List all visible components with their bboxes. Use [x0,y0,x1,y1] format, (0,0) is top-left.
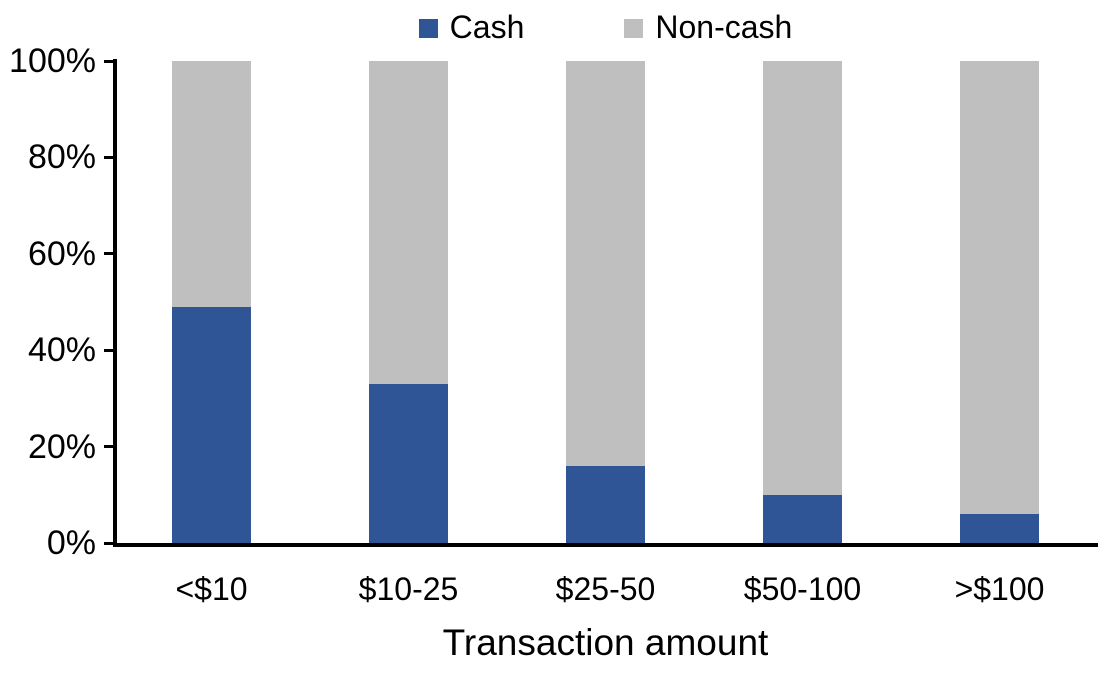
bar-10-non-cash [172,61,251,307]
bar-100-cash [960,514,1039,543]
bar-10-25-non-cash [369,61,448,384]
bar-50-100-cash [763,494,842,543]
bar-10-25-cash [369,383,448,543]
y-axis-tick-80 [104,155,113,159]
x-axis-title: Transaction amount [442,622,769,663]
legend-item-cash: Cash [418,9,525,46]
legend-label-non-cash: Non-cash [655,9,793,46]
legend-swatch-cash [418,18,438,38]
y-axis-tick-60 [104,252,113,256]
y-axis-label-100: 100% [9,42,96,80]
y-axis-label-0: 0% [46,524,96,562]
bar-100-non-cash [960,61,1039,515]
x-category-label-10: <$10 [175,571,248,607]
legend-label-cash: Cash [449,9,525,46]
bar-10-cash [172,306,251,543]
legend-item-non-cash: Non-cash [624,10,792,45]
bar-25-50-cash [566,465,645,543]
y-axis-tick-100 [104,59,113,63]
x-axis-line [113,543,1098,547]
y-axis-line [113,59,117,547]
legend-swatch-non-cash [624,18,644,38]
y-axis-label-80: 80% [27,138,96,177]
chart-legend: Cash Non-cash [113,8,1098,48]
y-axis-label-40: 40% [27,331,96,370]
y-axis-tick-0 [104,541,113,545]
x-category-label-50-100: $50-100 [743,571,862,607]
y-axis-label-60: 60% [27,234,96,273]
bar-25-50-non-cash [566,61,645,466]
x-category-label-25-50: $25-50 [555,571,656,607]
bar-50-100-non-cash [763,61,842,495]
y-axis-tick-40 [104,348,113,352]
x-category-label-100: >$100 [954,571,1045,607]
y-axis-label-20: 20% [27,427,96,466]
y-axis-tick-20 [104,445,113,449]
x-category-label-10-25: $10-25 [358,571,459,607]
